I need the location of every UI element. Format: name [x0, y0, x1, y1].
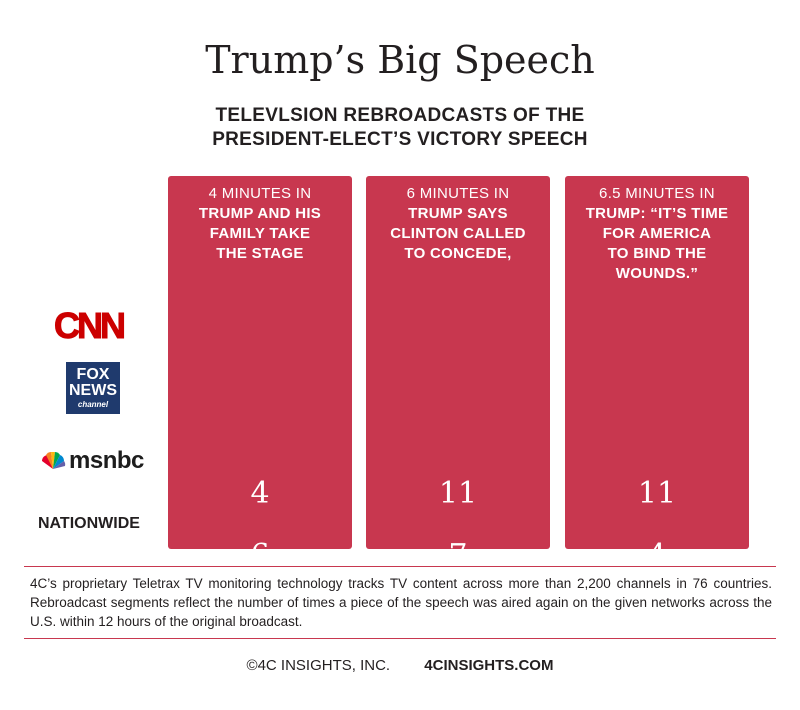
column-event-line: THE STAGE — [216, 245, 304, 262]
cnn-logo: CNN — [54, 305, 127, 346]
value-nationwide-col-1: 2579 — [221, 672, 299, 707]
footer: ©4C INSIGHTS, INC. 4CINSIGHTS.COM — [0, 657, 800, 674]
column-event-line: FAMILY TAKE — [209, 225, 311, 242]
row-label-nationwide: NATIONWIDE — [38, 515, 140, 532]
value-fox-news-col-1: 6 — [250, 538, 270, 573]
footnote: 4C’s proprietary Teletrax TV monitoring … — [30, 576, 772, 629]
value-msnbc-col-1: 16 — [240, 608, 280, 643]
column-event-line: TRUMP: “IT’S TIME — [585, 205, 729, 222]
column-panel-6-5-minutes: 6.5 MINUTES IN TRUMP: “IT’S TIME FOR AME… — [565, 176, 749, 707]
value-msnbc-col-2: 2 — [448, 608, 468, 643]
column-header: 4 MINUTES IN TRUMP AND HIS FAMILY TAKE T… — [168, 184, 352, 264]
column-header: 6 MINUTES IN TRUMP SAYS CLINTON CALLED T… — [366, 184, 550, 264]
column-panel-4-minutes: 4 MINUTES IN TRUMP AND HIS FAMILY TAKE T… — [168, 176, 352, 707]
column-event-line: WOUNDS.” — [615, 265, 699, 282]
subtitle-line-1: TELEVLSION REBROADCASTS OF THE — [215, 105, 585, 126]
column-header: 6.5 MINUTES IN TRUMP: “IT’S TIME FOR AME… — [565, 184, 749, 284]
value-cnn-col-2: 11 — [438, 476, 478, 511]
value-cnn-col-1: 4 — [250, 476, 270, 511]
column-time: 4 MINUTES IN — [208, 185, 312, 202]
column-event-line: CLINTON CALLED — [390, 225, 526, 242]
fox-logo-line: NEWS — [69, 382, 117, 399]
value-cnn-col-3: 11 — [637, 476, 677, 511]
peacock-icon — [42, 452, 66, 469]
fox-logo-line: FOX — [76, 366, 110, 383]
column-event-line: FOR AMERICA — [602, 225, 712, 242]
chart-title: Trump’s Big Speech — [205, 38, 595, 82]
column-event-line: TRUMP AND HIS — [198, 205, 322, 222]
column-event-line: TO BIND THE — [607, 245, 707, 262]
footer-copyright: ©4C INSIGHTS, INC. — [246, 657, 391, 674]
column-event-line: TRUMP SAYS — [408, 205, 508, 222]
divider-top — [24, 566, 776, 567]
msnbc-wordmark: msnbc — [69, 447, 144, 474]
column-panel-6-minutes: 6 MINUTES IN TRUMP SAYS CLINTON CALLED T… — [366, 176, 550, 707]
value-msnbc-col-3: 7 — [647, 608, 667, 643]
fox-news-logo: FOX NEWS channel — [66, 362, 120, 414]
column-time: 6 MINUTES IN — [406, 185, 510, 202]
msnbc-logo: msnbc — [40, 446, 144, 476]
footer-website-link[interactable]: 4CINSIGHTS.COM — [424, 657, 554, 674]
column-time: 6.5 MINUTES IN — [599, 185, 715, 202]
chart-subtitle: TELEVLSION REBROADCASTS OF THE PRESIDENT… — [0, 104, 800, 152]
value-fox-news-col-3: 4 — [647, 538, 667, 573]
divider-bottom — [24, 638, 776, 639]
column-event-line: TO CONCEDE, — [404, 245, 512, 262]
subtitle-line-2: PRESIDENT-ELECT’S VICTORY SPEECH — [212, 129, 588, 150]
value-fox-news-col-2: 7 — [448, 538, 468, 573]
value-nationwide-col-3: 2506 — [618, 672, 696, 707]
value-nationwide-col-2: 3247 — [419, 672, 497, 707]
fox-logo-line: channel — [77, 400, 109, 409]
